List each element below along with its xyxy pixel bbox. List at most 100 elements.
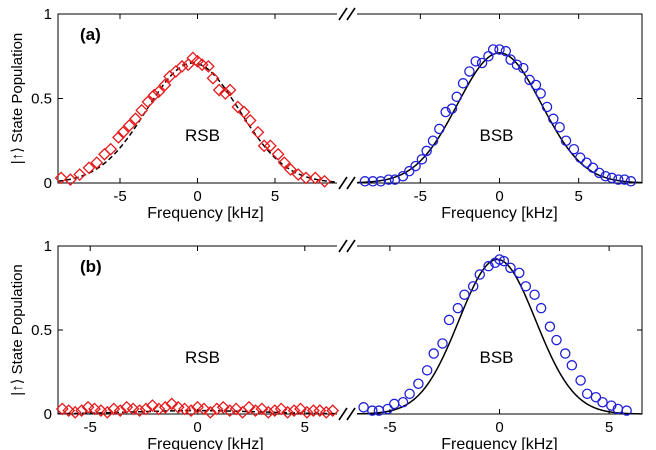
axis-frame-right — [357, 245, 643, 415]
data-point — [590, 391, 602, 403]
data-point — [421, 365, 433, 376]
data-point — [476, 57, 488, 69]
data-point — [594, 167, 605, 179]
panel-label: (a) — [80, 25, 101, 44]
data-point — [255, 402, 269, 416]
x-tick-label: 5 — [301, 419, 309, 436]
data-point — [535, 88, 546, 99]
data-point — [133, 404, 146, 418]
data-point — [613, 174, 624, 185]
x-tick-label: -5 — [84, 419, 97, 436]
panel-label: (b) — [80, 257, 102, 276]
sideband-label: BSB — [479, 348, 513, 367]
data-point — [165, 397, 179, 411]
data-point — [242, 400, 256, 414]
data-point — [440, 106, 451, 118]
data-point — [326, 404, 340, 418]
x-axis-label: Frequency [kHz] — [441, 436, 557, 450]
axis-frame-right — [357, 13, 643, 184]
data-point — [606, 172, 618, 184]
data-point — [175, 59, 189, 73]
data-point — [530, 79, 542, 91]
data-point — [403, 165, 415, 177]
data-point — [606, 400, 617, 411]
x-tick-label: 5 — [271, 188, 279, 205]
data-point — [544, 321, 556, 332]
data-point — [68, 405, 82, 419]
data-point — [147, 88, 161, 102]
y-tick-label: 0.5 — [31, 322, 52, 339]
data-point — [541, 101, 553, 113]
data-point — [284, 163, 297, 176]
data-point — [568, 143, 580, 155]
y-tick-label: 1 — [44, 238, 52, 255]
data-point — [529, 289, 540, 300]
data-point — [152, 85, 166, 99]
data-point — [100, 405, 114, 419]
data-point — [281, 405, 295, 419]
data-point — [122, 119, 136, 132]
data-point — [358, 402, 369, 413]
data-point — [291, 168, 305, 181]
data-point — [494, 254, 505, 265]
sideband-label: RSB — [185, 126, 220, 145]
sideband-label: BSB — [479, 126, 513, 145]
y-tick-label: 1 — [44, 6, 52, 23]
data-point — [421, 145, 432, 157]
data-point — [141, 95, 155, 109]
data-point — [263, 139, 277, 153]
data-point — [416, 154, 428, 165]
data-point — [375, 176, 386, 187]
data-point — [231, 100, 245, 114]
data-point — [223, 404, 237, 418]
panel-1: 0 0.5 1 |↑⟩ State Population (b) -5 0 5 Frequenc… — [9, 238, 643, 450]
axis-break-mark — [338, 407, 356, 421]
data-point — [135, 103, 149, 117]
data-point — [299, 171, 313, 185]
data-point — [600, 170, 611, 182]
data-point — [619, 174, 630, 185]
data-point — [152, 402, 166, 416]
data-point — [82, 161, 96, 175]
data-point — [90, 156, 104, 170]
data-point — [457, 78, 469, 89]
data-point — [483, 51, 494, 62]
data-point — [518, 62, 529, 74]
data-point — [113, 404, 127, 418]
data-point — [427, 135, 439, 146]
y-axis-label: |↑⟩ State Population — [9, 264, 26, 396]
data-point — [54, 171, 68, 185]
panel-0: 0 0.5 1 |↑⟩ State Population (a) -5 0 5 Frequenc… — [9, 6, 643, 222]
data-point — [382, 403, 393, 415]
data-point — [75, 404, 89, 418]
data-point — [587, 162, 599, 174]
axis-break-mark — [338, 239, 356, 253]
data-point — [63, 173, 77, 187]
x-tick-label: 0 — [495, 419, 503, 436]
data-point — [575, 375, 586, 386]
y-tick-label: 0 — [44, 175, 52, 192]
data-point — [443, 314, 455, 326]
data-point — [505, 262, 516, 274]
sideband-label: RSB — [185, 348, 220, 367]
axis-break-mark — [338, 176, 356, 190]
data-point — [218, 87, 232, 100]
x-tick-label: -5 — [113, 188, 126, 205]
data-point — [575, 152, 586, 163]
data-point — [319, 405, 333, 419]
data-point — [452, 302, 464, 314]
data-point — [249, 404, 262, 418]
subplot-bsb: -5 0 5 Frequency [kHz] BSB — [356, 14, 643, 222]
data-point — [210, 402, 224, 416]
data-point — [494, 44, 505, 55]
data-point — [237, 105, 251, 119]
data-point — [146, 399, 159, 413]
data-point — [294, 402, 307, 416]
x-tick-label: -5 — [383, 419, 396, 436]
data-point — [261, 405, 275, 419]
data-point — [397, 396, 409, 408]
x-axis-label: Frequency [kHz] — [441, 205, 557, 222]
data-point — [621, 405, 632, 416]
data-point — [308, 171, 322, 185]
data-point — [560, 135, 572, 146]
